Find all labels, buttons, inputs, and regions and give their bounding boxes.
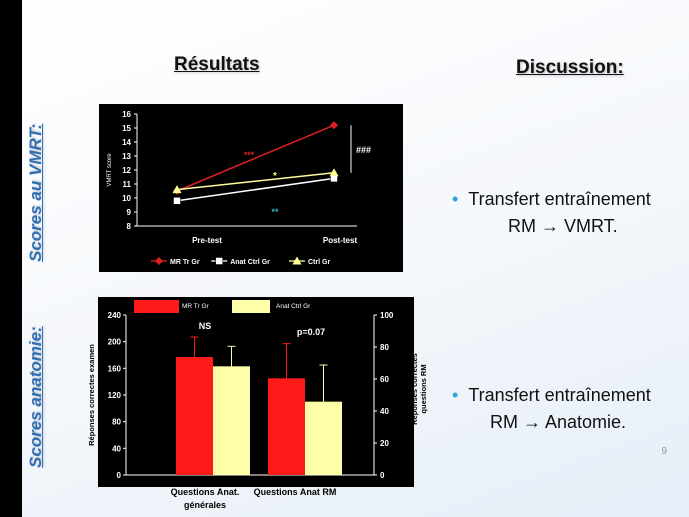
vmrt-section-label: Scores au VMRT: bbox=[26, 123, 45, 262]
series-anat-ctrl-gr bbox=[173, 174, 338, 205]
data-point bbox=[330, 121, 338, 130]
x-tick-label-line1: Questions Anat RM bbox=[254, 487, 337, 497]
significance-label: NS bbox=[199, 321, 212, 331]
y-tick-label-left: 0 bbox=[117, 471, 122, 480]
y-tick-label: 13 bbox=[122, 152, 131, 161]
y-tick-label-right: 0 bbox=[380, 471, 385, 480]
y-tick-label: 10 bbox=[122, 194, 131, 203]
y-tick-label: 14 bbox=[122, 138, 131, 147]
bar bbox=[305, 401, 342, 475]
chart-background bbox=[99, 104, 403, 272]
legend: MR Tr Gr Anat Ctrl Gr bbox=[134, 300, 311, 313]
vmrt-line-chart: 8 9 10 11 12 13 14 15 16 VMRT score Pre-test Post-t… bbox=[99, 104, 403, 272]
y-tick-label-right: 80 bbox=[380, 343, 389, 352]
left-accent-bar bbox=[0, 0, 22, 517]
bullet-anatomy-line1: Transfert entraînement bbox=[468, 385, 651, 405]
results-heading: Résultats bbox=[174, 54, 260, 75]
series-line bbox=[176, 172, 335, 191]
annotation-anat-sig: ** bbox=[271, 207, 279, 217]
legend-swatch bbox=[134, 300, 179, 313]
page-number: 9 bbox=[661, 446, 667, 457]
y-axis-label-right-line1: Réponses correctes bbox=[410, 353, 419, 425]
bullet-anatomy-line2: RM → Anatomie. bbox=[490, 412, 627, 432]
y-axis-label-right-line2: questions RM bbox=[419, 364, 428, 413]
data-point bbox=[173, 197, 181, 205]
data-point bbox=[172, 185, 182, 194]
significance-label: p=0.07 bbox=[297, 327, 325, 337]
bullet-anatomy: • Transfert entraînement RM → Anatomie. bbox=[452, 382, 689, 436]
bar bbox=[213, 366, 250, 475]
bar bbox=[268, 378, 305, 475]
y-tick-label-right: 40 bbox=[380, 407, 389, 416]
bullet-vmrt: • Transfert entraînement RM → VMRT. bbox=[452, 186, 689, 240]
legend: MR Tr Gr Anat Ctrl Gr Ctrl Gr bbox=[151, 256, 330, 266]
y-tick-label-left: 200 bbox=[108, 338, 122, 347]
y-tick-label: 11 bbox=[123, 180, 132, 189]
series-line bbox=[176, 177, 335, 202]
y-tick-label-left: 120 bbox=[108, 391, 122, 400]
x-tick-label: Pre-test bbox=[192, 236, 222, 245]
chart-background bbox=[98, 297, 414, 487]
anatomy-bar-chart: MR Tr Gr Anat Ctrl Gr 0 40 80 120 160 200 240 0 20… bbox=[87, 297, 428, 510]
y-tick-label: 8 bbox=[127, 222, 132, 231]
x-tick-label-line2: générales bbox=[184, 500, 226, 510]
annotation-ctrl-sig: * bbox=[273, 171, 277, 182]
y-tick-label: 15 bbox=[122, 124, 131, 133]
y-axis-label: VMRT score bbox=[107, 153, 113, 187]
bullet-dot: • bbox=[452, 189, 459, 209]
y-tick-label: 16 bbox=[122, 110, 131, 119]
legend-label: Ctrl Gr bbox=[308, 259, 330, 266]
y-tick-label-left: 40 bbox=[112, 444, 121, 453]
legend-label: MR Tr Gr bbox=[182, 303, 210, 310]
bullet-dot: • bbox=[452, 385, 459, 405]
y-tick-label-right: 20 bbox=[380, 439, 389, 448]
legend-label: Anat Ctrl Gr bbox=[276, 303, 311, 310]
bullet-vmrt-line2: RM → VMRT. bbox=[508, 216, 618, 236]
data-point bbox=[329, 168, 339, 177]
y-tick-label: 12 bbox=[122, 166, 131, 175]
bullet-vmrt-line1: Transfert entraînement bbox=[468, 189, 651, 209]
anatomy-section-label: Scores anatomie: bbox=[26, 326, 45, 468]
y-tick-label: 9 bbox=[127, 208, 132, 217]
y-tick-label-left: 160 bbox=[108, 364, 122, 373]
legend-marker bbox=[155, 257, 163, 265]
y-axis-label-left: Réponses correctes examen bbox=[87, 344, 96, 446]
legend-marker bbox=[292, 256, 302, 265]
legend-label: MR Tr Gr bbox=[170, 259, 200, 266]
discussion-heading: Discussion: bbox=[516, 57, 624, 78]
series-line bbox=[176, 124, 335, 192]
x-tick-label-line1: Questions Anat. bbox=[171, 487, 240, 497]
legend-swatch bbox=[232, 300, 270, 313]
y-tick-label-right: 60 bbox=[380, 375, 389, 384]
series-ctrl-gr bbox=[172, 168, 339, 194]
x-tick-label: Post-test bbox=[323, 236, 358, 245]
y-tick-label-left: 240 bbox=[108, 311, 122, 320]
legend-label: Anat Ctrl Gr bbox=[230, 259, 270, 266]
annotation-bracket-sig: ### bbox=[356, 145, 371, 155]
annotation-mr-sig: *** bbox=[244, 150, 255, 160]
bar bbox=[176, 357, 213, 475]
legend-marker bbox=[215, 257, 223, 265]
y-tick-label-left: 80 bbox=[112, 418, 121, 427]
y-tick-label-right: 100 bbox=[380, 311, 394, 320]
